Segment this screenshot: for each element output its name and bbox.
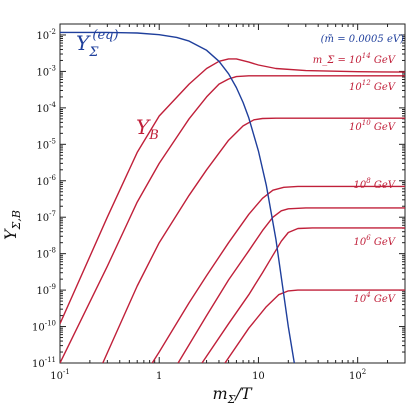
y-axis-title: YΣ,B [1,210,23,240]
y-sigma-eq-label: YΣ(eq) [76,28,119,60]
yb-curve-5 [177,207,405,363]
yb-curve-4 [151,185,405,363]
y-tick-label: 10-6 [36,174,56,188]
axis-ticks: 10-1 1 10 10210-210-310-410-510-610-710-810… [32,23,406,382]
y-sigma-eq-curve [60,31,295,363]
x-tick-label: 1 [156,371,162,382]
plot-labels: m_Σ = 1014 GeV 1012 GeV 1010 GeV 108 GeV 106… [1,28,404,406]
x-tick-label: 102 [349,368,366,382]
mass-label: 106 GeV [353,234,396,248]
y-tick-label: 10-9 [36,283,56,297]
y-tick-label: 10-10 [32,320,56,334]
y-tick-label: 10-7 [36,210,56,224]
plot-frame [59,23,406,364]
y-tick-label: 10-11 [32,356,56,370]
y-tick-label: 10-5 [36,137,56,151]
y-tick-label: 10-4 [36,101,56,115]
x-tick-label: 10-1 [50,368,70,382]
mass-label: 104 GeV [353,291,396,305]
yb-curve-3 [102,117,405,363]
y-tick-label: 10-8 [36,247,56,261]
mtilde-annotation: (m̃ = 0.0005 eV) [321,34,404,45]
mass-label: 108 GeV [353,177,396,191]
y-tick-label: 10-2 [36,28,56,42]
yb-curve-2 [60,75,405,363]
yb-curve-1 [60,58,405,324]
x-tick-label: 10 [252,371,265,382]
x-axis-title: mΣ/T [212,384,252,406]
y-tick-label: 10-3 [36,64,56,78]
curves [60,31,405,363]
mass-label: 1012 GeV [349,79,397,93]
mass-label: 1010 GeV [349,119,397,133]
yb-curve-7 [224,289,405,363]
yb-label: YB [136,115,159,143]
mass-label: m_Σ = 1014 GeV [313,52,397,66]
